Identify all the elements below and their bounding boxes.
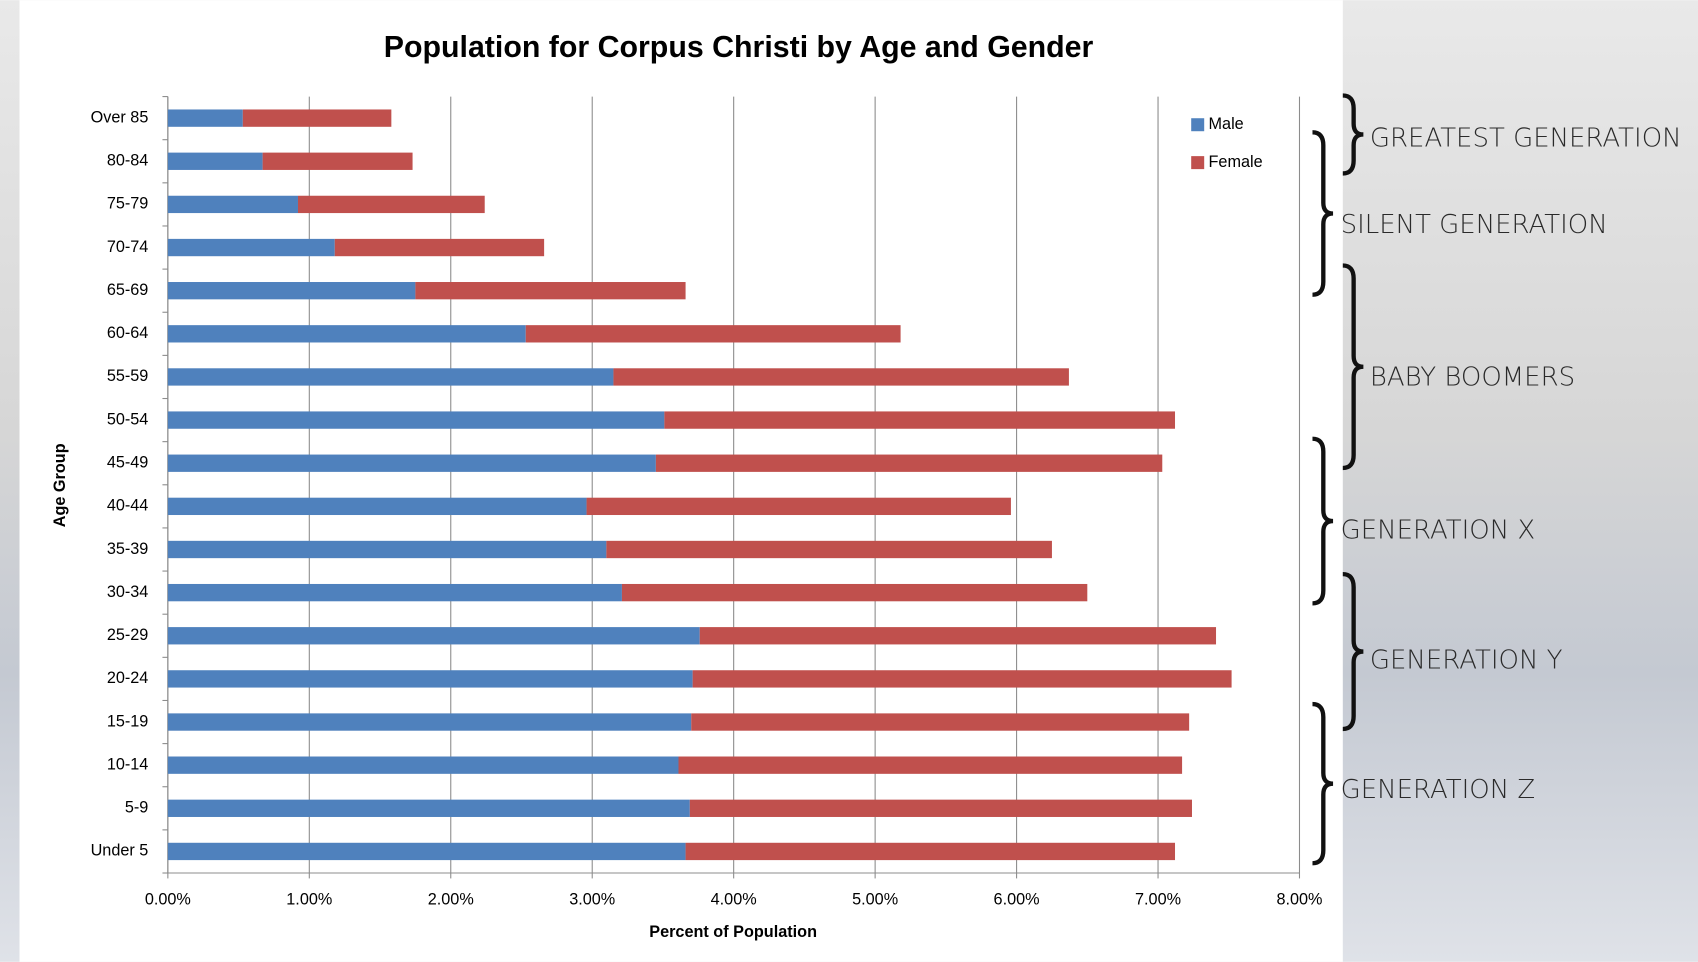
x-tick-label: 0.00% [145, 890, 191, 908]
x-tick-label: 8.00% [1276, 890, 1322, 908]
y-tick-label: 40-44 [107, 497, 149, 515]
bar-segment [685, 842, 1176, 861]
brace [1342, 571, 1364, 732]
brace [1342, 263, 1364, 471]
legend-swatch [1191, 118, 1205, 132]
generation-label: GENERATION Z [1341, 775, 1536, 805]
bar-segment [167, 497, 587, 516]
y-axis-label: Age Group [51, 443, 69, 527]
bar-segment [167, 152, 263, 170]
bar-segment [334, 238, 545, 257]
bar-segment [655, 454, 1163, 472]
bar-segment [613, 368, 1069, 386]
y-tick-label: 5-9 [125, 799, 148, 817]
bar-segment [167, 713, 692, 731]
bar-segment [678, 756, 1183, 774]
y-tick-label: 65-69 [107, 281, 149, 299]
bar-segment [167, 670, 693, 688]
bar-segment [691, 713, 1190, 731]
y-tick-label: 70-74 [107, 238, 149, 256]
bar-segment [167, 282, 416, 300]
brace [1312, 436, 1334, 606]
x-axis-label: Percent of Population [649, 923, 817, 941]
x-tick-label: 2.00% [428, 890, 474, 908]
bar-segment [689, 799, 1192, 817]
generation-label: GREATEST GENERATION [1370, 123, 1682, 153]
y-tick-label: 35-39 [107, 540, 149, 558]
bar-segment [167, 454, 656, 472]
legend-label: Female [1209, 153, 1263, 171]
x-tick-label: 6.00% [994, 890, 1040, 908]
y-tick-label: 75-79 [107, 195, 149, 213]
bar-segment [621, 583, 1088, 602]
y-tick-label: 10-14 [107, 755, 149, 773]
y-tick-label: 30-34 [107, 583, 149, 601]
bar-segment [242, 109, 392, 127]
bar-segment [664, 411, 1176, 429]
bar-segment [167, 627, 700, 645]
generation-label: GENERATION Y [1370, 645, 1563, 675]
bar-segment [167, 540, 607, 559]
y-tick-label: 60-64 [107, 324, 149, 342]
chart-panel [19, 0, 1343, 962]
chart-title: Population for Corpus Christi by Age and… [384, 31, 1094, 64]
x-tick-label: 7.00% [1135, 890, 1181, 908]
generation-label: GENERATION X [1341, 515, 1536, 545]
brace [1312, 130, 1334, 297]
bar-segment [167, 583, 622, 602]
brace [1342, 93, 1364, 176]
legend-swatch [1191, 156, 1205, 170]
x-tick-label: 1.00% [286, 890, 332, 908]
x-tick-label: 4.00% [711, 890, 757, 908]
generation-label: SILENT GENERATION [1341, 210, 1608, 240]
bar-segment [586, 497, 1011, 516]
bar-segment [262, 152, 413, 170]
y-tick-label: 15-19 [107, 712, 149, 730]
bar-segment [167, 842, 686, 861]
y-tick-label: 55-59 [107, 367, 149, 385]
y-tick-label: 25-29 [107, 626, 149, 644]
bar-segment [525, 325, 901, 343]
y-tick-label: Under 5 [91, 842, 149, 860]
legend-label: Male [1209, 115, 1244, 133]
bar-segment [167, 325, 526, 343]
bar-segment [167, 799, 690, 817]
brace [1312, 701, 1334, 866]
bar-segment [167, 195, 298, 214]
bar-segment [699, 627, 1217, 645]
bar-segment [167, 756, 679, 774]
x-tick-label: 5.00% [852, 890, 898, 908]
y-tick-label: 45-49 [107, 454, 149, 472]
y-tick-label: Over 85 [91, 108, 149, 126]
y-tick-label: 50-54 [107, 410, 149, 428]
bar-segment [415, 282, 686, 300]
x-tick-label: 3.00% [569, 890, 615, 908]
bar-segment [167, 109, 243, 127]
bar-segment [167, 411, 665, 429]
bar-segment [606, 540, 1052, 559]
bar-segment [297, 195, 485, 214]
y-tick-label: 80-84 [107, 152, 149, 170]
bar-segment [167, 238, 335, 257]
y-tick-label: 20-24 [107, 669, 149, 687]
bar-segment [167, 368, 614, 386]
generation-label: BABY BOOMERS [1370, 363, 1575, 393]
bar-segment [692, 670, 1232, 688]
